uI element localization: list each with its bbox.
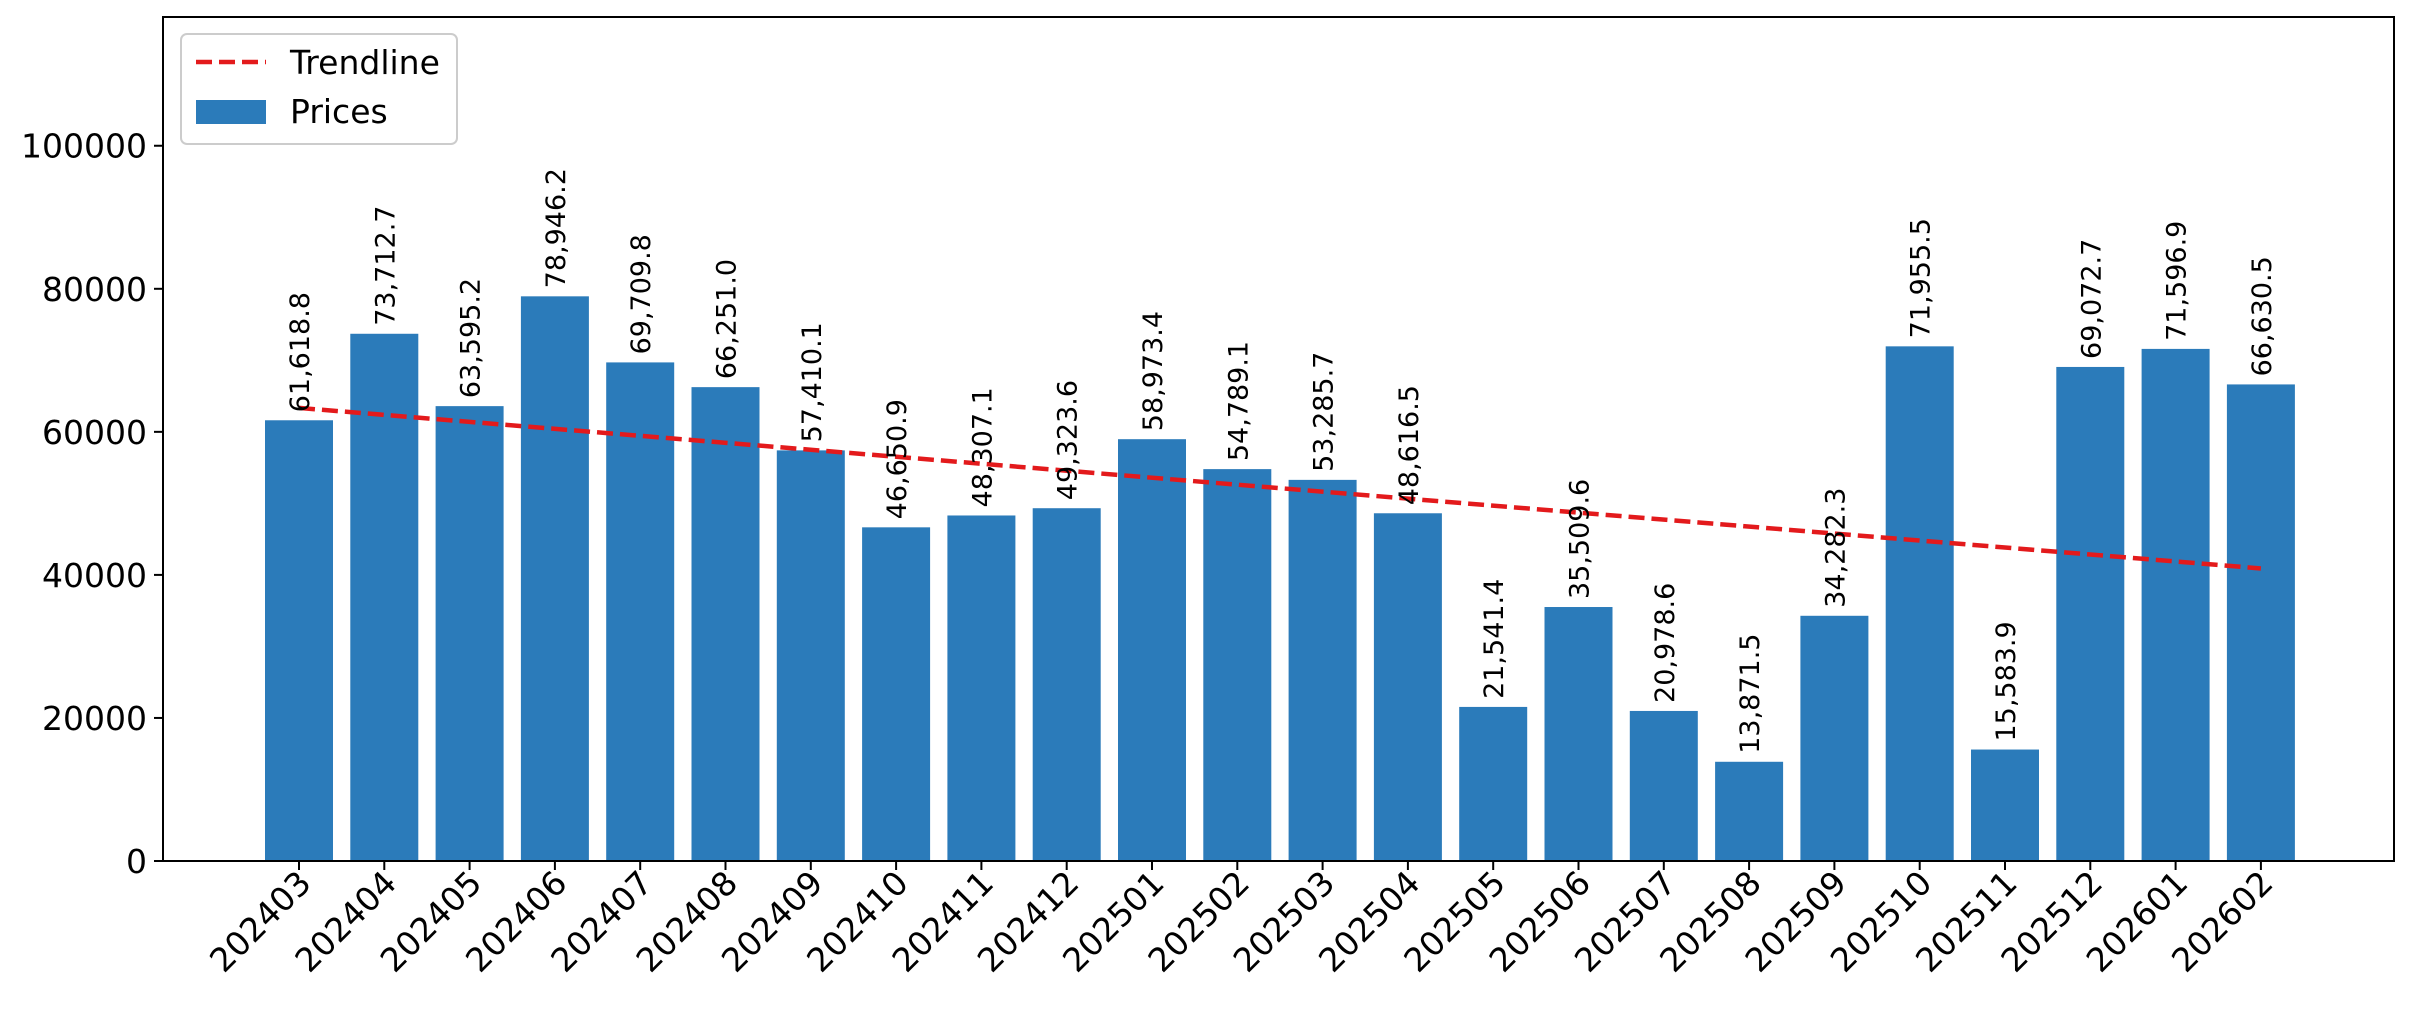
legend-prices-swatch [196,100,266,124]
bar-202510 [1885,346,1954,862]
bar-202601 [2141,348,2210,861]
bar-202508 [1715,761,1784,861]
bar-value-label: 63,595.2 [456,278,487,398]
bar-value-label: 48,307.1 [967,387,998,507]
bar-value-label: 66,251.0 [712,259,743,379]
bar-202502 [1203,469,1272,861]
y-axis: 0 20000 40000 60000 80000 100000 [21,127,163,881]
y-tick-label: 40000 [42,556,147,595]
bar-value-labels: 61,618.8 73,712.7 63,595.2 78,946.2 69,709.8… [285,168,2278,754]
bar-202503 [1288,479,1357,861]
bar-202404 [350,333,419,861]
bar-202602 [2226,384,2295,861]
bar-202405 [435,406,504,861]
y-tick-label: 60000 [42,413,147,452]
bar-value-label: 15,583.9 [1991,621,2022,741]
bar-value-label: 21,541.4 [1479,579,1510,699]
bar-value-label: 13,871.5 [1735,634,1766,754]
bar-value-label: 71,596.9 [2162,221,2193,341]
bar-value-label: 48,616.5 [1394,385,1425,505]
bar-value-label: 61,618.8 [285,292,316,412]
bar-202501 [1118,439,1186,861]
bar-202507 [1629,710,1698,861]
bar-202411 [947,515,1016,861]
legend-trendline-label: Trendline [289,43,440,82]
bar-value-label: 49,323.6 [1053,380,1084,500]
bar-value-label: 54,789.1 [1223,341,1254,461]
y-tick-label: 100000 [21,127,147,166]
y-tick-label: 80000 [42,270,147,309]
bar-value-label: 20,978.6 [1650,583,1681,703]
x-axis: 2024032024042024052024062024072024082024… [202,861,2281,980]
bar-202410 [862,527,931,861]
legend-prices-label: Prices [290,92,388,131]
bar-value-label: 35,509.6 [1565,479,1596,599]
bar-202408 [691,387,760,861]
bar-202512 [2056,366,2125,861]
bar-value-label: 69,072.7 [2076,239,2107,359]
bar-value-label: 34,282.3 [1820,488,1851,608]
y-tick-label: 0 [126,842,147,881]
bars-layer [265,296,2295,862]
bar-202407 [606,362,675,861]
bar-value-label: 66,630.5 [2247,256,2278,376]
bar-value-label: 73,712.7 [370,206,401,326]
bar-value-label: 71,955.5 [1906,218,1937,338]
bar-202509 [1800,615,1869,861]
bar-202409 [776,450,845,861]
bar-202504 [1373,513,1442,861]
bar-value-label: 53,285.7 [1309,352,1340,472]
bar-value-label: 69,709.8 [626,234,657,354]
bar-202505 [1459,706,1528,861]
y-tick-label: 20000 [42,699,147,738]
bar-202511 [1971,749,2039,861]
bar-value-label: 57,410.1 [797,322,828,442]
bar-value-label: 46,650.9 [882,399,913,519]
legend: Trendline Prices [180,33,458,145]
bar-202506 [1544,607,1613,861]
bar-202406 [520,296,589,862]
bar-value-label: 58,973.4 [1138,311,1169,431]
bar-value-label: 78,946.2 [541,168,572,288]
trendline [298,405,2262,571]
plot-frame [162,16,2395,862]
trendline-layer [298,405,2262,571]
bar-202412 [1032,508,1101,861]
bar-202403 [265,420,333,861]
